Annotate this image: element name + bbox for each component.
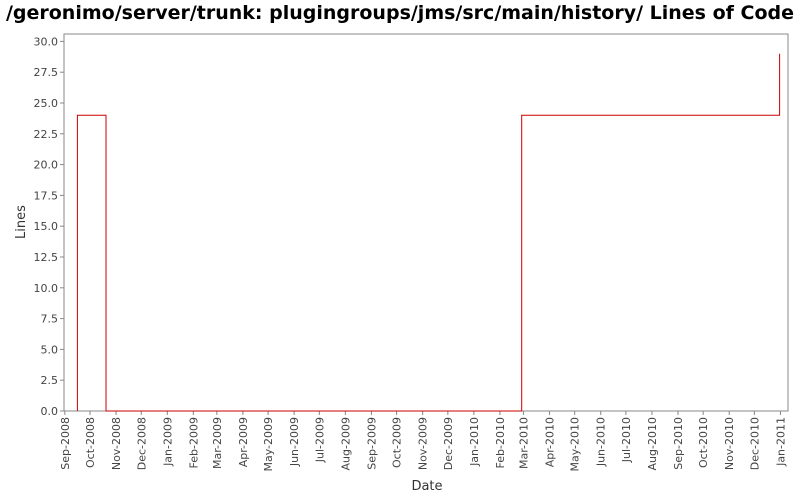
y-tick-label: 17.5 (34, 189, 59, 202)
y-tick-label: 10.0 (34, 282, 59, 295)
x-tick-label: Sep-2009 (365, 417, 378, 470)
x-tick-label: Jul-2010 (620, 417, 633, 463)
series-line (76, 53, 781, 412)
x-axis: Sep-2008 Oct-2008 Nov-2008 Dec-2008 Jan-2009… (59, 411, 787, 472)
x-tick-label: Jun-2010 (595, 417, 608, 467)
x-tick-label: Apr-2010 (543, 417, 556, 467)
y-tick-label: 0.0 (41, 405, 59, 418)
chart-title: /geronimo/server/trunk: plugingroups/jms… (5, 2, 795, 24)
x-tick-label: Feb-2010 (494, 417, 507, 468)
y-tick-label: 30.0 (34, 35, 59, 48)
x-tick-label: Feb-2009 (187, 417, 200, 468)
series-layer (76, 53, 781, 412)
y-tick-label: 7.5 (41, 313, 59, 326)
x-tick-label: Sep-2008 (59, 417, 72, 470)
x-tick-label: Jul-2009 (313, 417, 326, 463)
x-tick-label: Aug-2010 (646, 417, 659, 470)
x-tick-label: Oct-2009 (391, 417, 404, 468)
x-tick-label: Jun-2009 (288, 417, 301, 467)
x-tick-label: Apr-2009 (237, 417, 250, 467)
x-tick-label: Dec-2009 (442, 417, 455, 470)
x-axis-title: Date (411, 479, 442, 494)
x-tick-label: Aug-2009 (339, 417, 352, 470)
y-tick-label: 5.0 (41, 343, 59, 356)
x-tick-label: Jan-2010 (468, 417, 481, 467)
x-tick-label: Jan-2011 (774, 417, 787, 467)
y-axis-title: Lines (14, 205, 29, 239)
x-tick-label: Dec-2010 (748, 417, 761, 470)
y-tick-label: 27.5 (34, 66, 59, 79)
x-tick-label: Dec-2008 (135, 417, 148, 470)
y-tick-label: 20.0 (34, 159, 59, 172)
x-tick-label: May-2009 (262, 417, 275, 472)
x-tick-label: Oct-2008 (84, 417, 97, 468)
x-tick-label: Nov-2009 (417, 417, 430, 470)
y-axis: 0.0 2.5 5.0 7.5 10.0 12.5 15.0 17.5 20.0 22.5 25.0… (34, 35, 64, 418)
plot-area (63, 33, 789, 412)
x-tick-label: Mar-2010 (517, 417, 530, 469)
x-tick-label: Mar-2009 (211, 417, 224, 469)
x-tick-label: Sep-2010 (672, 417, 685, 470)
x-tick-label: Oct-2010 (697, 417, 710, 468)
y-tick-label: 12.5 (34, 251, 59, 264)
y-tick-label: 2.5 (41, 374, 59, 387)
y-tick-label: 15.0 (34, 220, 59, 233)
x-tick-label: Nov-2010 (723, 417, 736, 470)
x-tick-label: May-2010 (569, 417, 582, 472)
x-tick-label: Jan-2009 (161, 417, 174, 467)
y-tick-label: 22.5 (34, 128, 59, 141)
x-tick-label: Nov-2008 (110, 417, 123, 470)
y-tick-label: 25.0 (34, 97, 59, 110)
